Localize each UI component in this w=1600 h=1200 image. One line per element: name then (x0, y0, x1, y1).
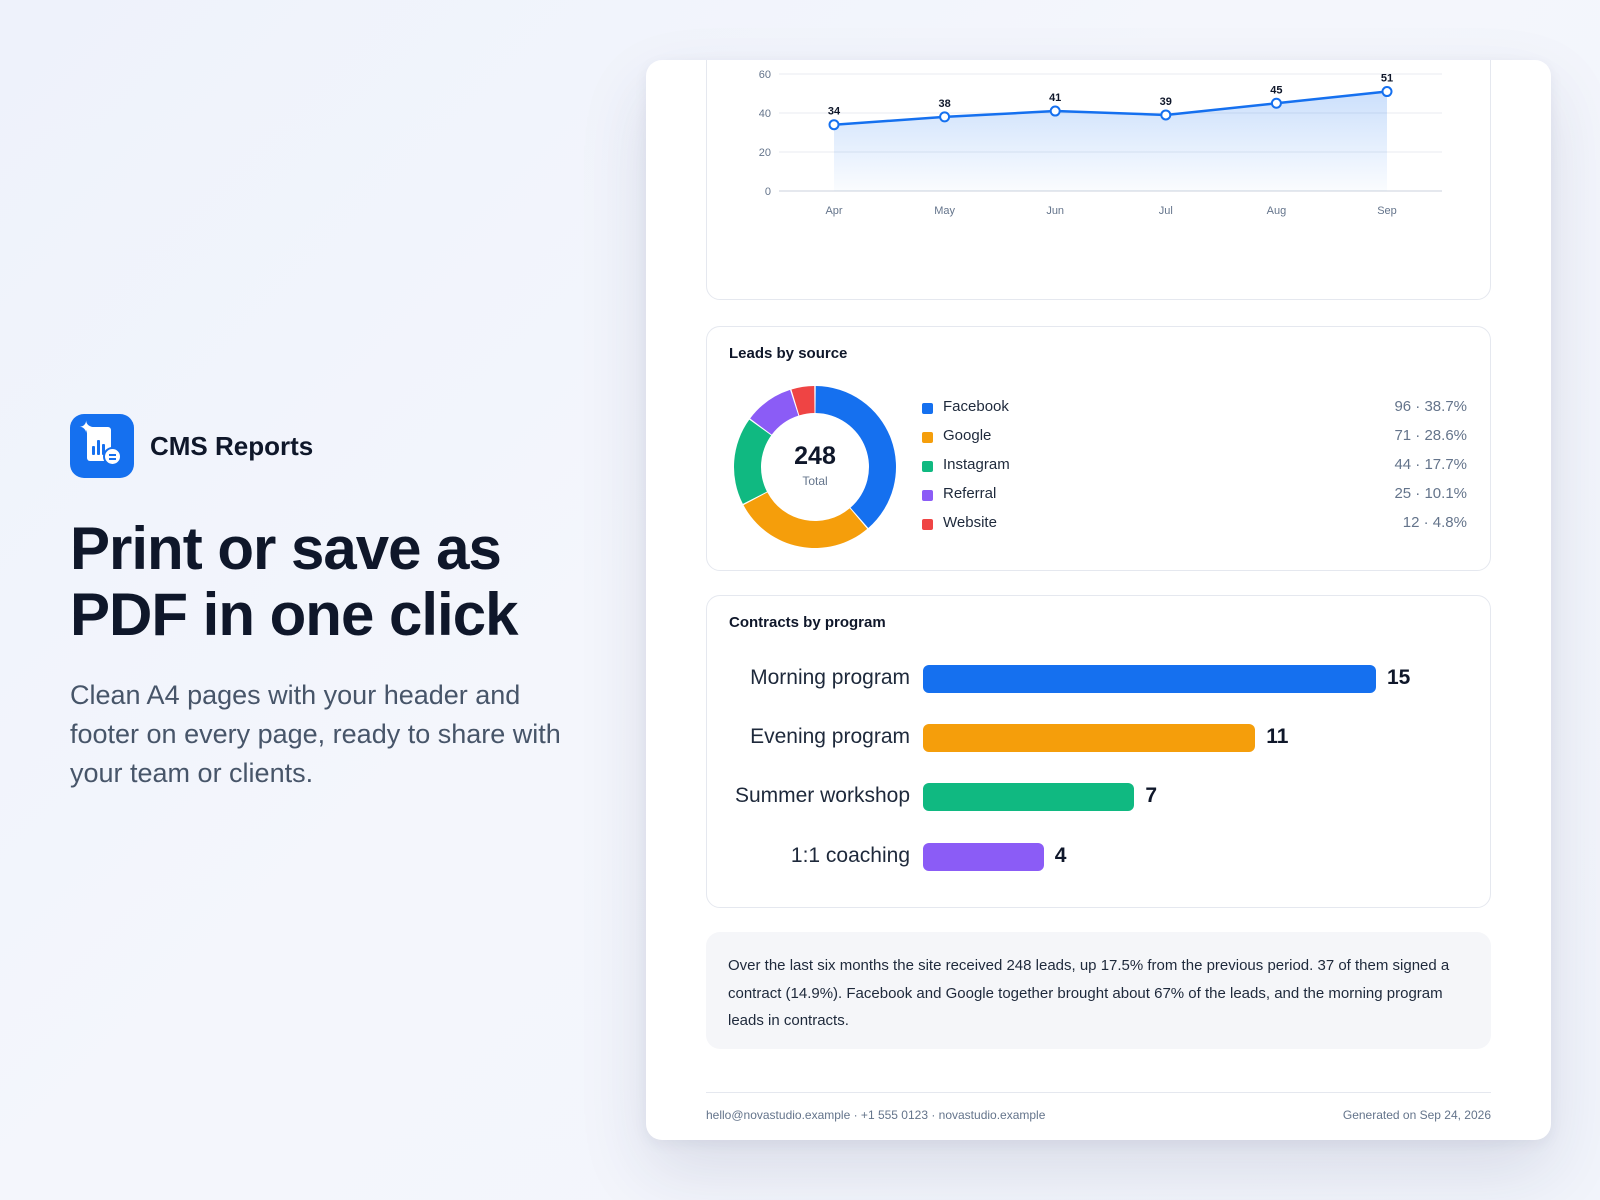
bar-row: 1:1 coaching 4 (707, 842, 1492, 872)
contracts-by-program-card: Contracts by program Morning program 15 Ev… (706, 595, 1491, 908)
bar (923, 783, 1135, 811)
series-area (834, 91, 1387, 191)
source-legend: Facebook 96 · 38.7% Google 71 · 28.6% Instag… (922, 397, 1467, 542)
bar (923, 665, 1376, 693)
donut-slice-website (791, 386, 815, 416)
donut-total-label: Total (802, 474, 828, 488)
legend-value: 44 · 17.7% (1394, 456, 1467, 473)
leads-by-source-card: Leads by source 248 Total Facebook 96 · 3… (706, 326, 1491, 571)
y-tick-label: 20 (759, 147, 771, 159)
legend-swatch (922, 519, 933, 530)
footer-generated-date: Generated on Sep 24, 2026 (1342, 1108, 1491, 1122)
bar-row: Morning program 15 (707, 664, 1492, 694)
bar-value-label: 7 (1145, 784, 1158, 807)
bar-row: Summer workshop 7 (707, 782, 1492, 812)
report-summary: Over the last six months the site receiv… (706, 932, 1491, 1049)
bar-category-label: Evening program (750, 725, 910, 748)
bar-category-label: 1:1 coaching (790, 844, 910, 867)
footer-contact: hello@novastudio.example · +1 555 0123 ·… (706, 1108, 1046, 1122)
data-label: 45 (1270, 84, 1282, 96)
legend-label: Referral (943, 485, 997, 502)
bar-row: Evening program 11 (707, 723, 1492, 753)
report-page-preview[interactable]: 0 20 40 60 34 Apr 38 May 41 Jun 39 Jul 45 Aug 51 Sep Le… (646, 60, 1551, 1140)
data-point (828, 119, 840, 131)
donut-slice-google (743, 492, 868, 548)
x-tick-label: Jul (1159, 205, 1173, 217)
legend-item-instagram: Instagram 44 · 17.7% (922, 455, 1467, 484)
y-tick-label: 40 (759, 108, 771, 120)
legend-label: Google (943, 427, 992, 444)
donut-total-value: 248 (794, 442, 836, 470)
legend-label: Facebook (943, 398, 1009, 415)
brand: ✦ CMS Reports (70, 414, 590, 478)
x-tick-label: Apr (825, 205, 842, 217)
legend-label: Website (943, 514, 997, 531)
y-tick-label: 60 (759, 69, 771, 81)
x-tick-label: Jun (1046, 205, 1064, 217)
brand-name: CMS Reports (150, 430, 314, 461)
hero-section: ✦ CMS Reports Print or save as PDF in on… (70, 414, 590, 793)
x-tick-label: Sep (1377, 205, 1397, 217)
bar-value-label: 15 (1387, 666, 1411, 689)
app-logo-icon: ✦ (70, 414, 134, 478)
data-point (1381, 86, 1393, 98)
x-tick-label: Aug (1267, 205, 1287, 217)
data-label: 41 (1049, 92, 1061, 104)
data-label: 51 (1381, 73, 1393, 85)
data-label: 34 (828, 106, 841, 118)
legend-swatch (922, 461, 933, 472)
data-point (1049, 105, 1061, 117)
bar (923, 843, 1044, 871)
donut-chart: 248 Total (733, 385, 897, 549)
legend-value: 25 · 10.1% (1394, 485, 1467, 502)
legend-value: 71 · 28.6% (1394, 427, 1467, 444)
legend-label: Instagram (943, 456, 1010, 473)
headline-line-2: PDF in one click (70, 581, 518, 648)
series-line (833, 90, 1388, 126)
donut-slice-referral (750, 389, 799, 435)
data-label: 38 (938, 98, 950, 110)
data-point (1270, 97, 1282, 109)
headline: Print or save as PDF in one click (70, 516, 590, 648)
donut-slice-instagram (734, 419, 772, 504)
data-point (939, 111, 951, 123)
legend-item-website: Website 12 · 4.8% (922, 513, 1467, 542)
legend-swatch (922, 403, 933, 414)
headline-line-1: Print or save as (70, 515, 502, 582)
footer-divider (706, 1092, 1491, 1093)
legend-value: 12 · 4.8% (1402, 514, 1467, 531)
bar-category-label: Morning program (750, 666, 910, 689)
y-tick-label: 0 (765, 186, 771, 198)
legend-swatch (922, 432, 933, 443)
bar-value-label: 4 (1054, 844, 1067, 867)
leads-trend-card: 0 20 40 60 34 Apr 38 May 41 Jun 39 Jul 45 Aug 51 Sep (706, 60, 1491, 300)
legend-item-google: Google 71 · 28.6% (922, 426, 1467, 455)
legend-swatch (922, 490, 933, 501)
legend-item-referral: Referral 25 · 10.1% (922, 484, 1467, 513)
data-label: 39 (1160, 96, 1172, 108)
leads-by-source-title: Leads by source (729, 345, 848, 362)
data-point (1160, 109, 1172, 121)
contracts-by-program-title: Contracts by program (729, 614, 886, 631)
leads-trend-chart: 0 20 40 60 34 Apr 38 May 41 Jun 39 Jul 45 Aug 51 Sep (759, 69, 1442, 217)
bar-value-label: 11 (1266, 725, 1289, 748)
x-tick-label: May (934, 205, 955, 217)
bar (923, 724, 1256, 752)
legend-value: 96 · 38.7% (1394, 398, 1467, 415)
hero-subtext: Clean A4 pages with your header and foot… (70, 680, 561, 788)
donut-slice-facebook (815, 386, 896, 528)
legend-item-facebook: Facebook 96 · 38.7% (922, 397, 1467, 426)
bar-category-label: Summer workshop (734, 784, 910, 807)
